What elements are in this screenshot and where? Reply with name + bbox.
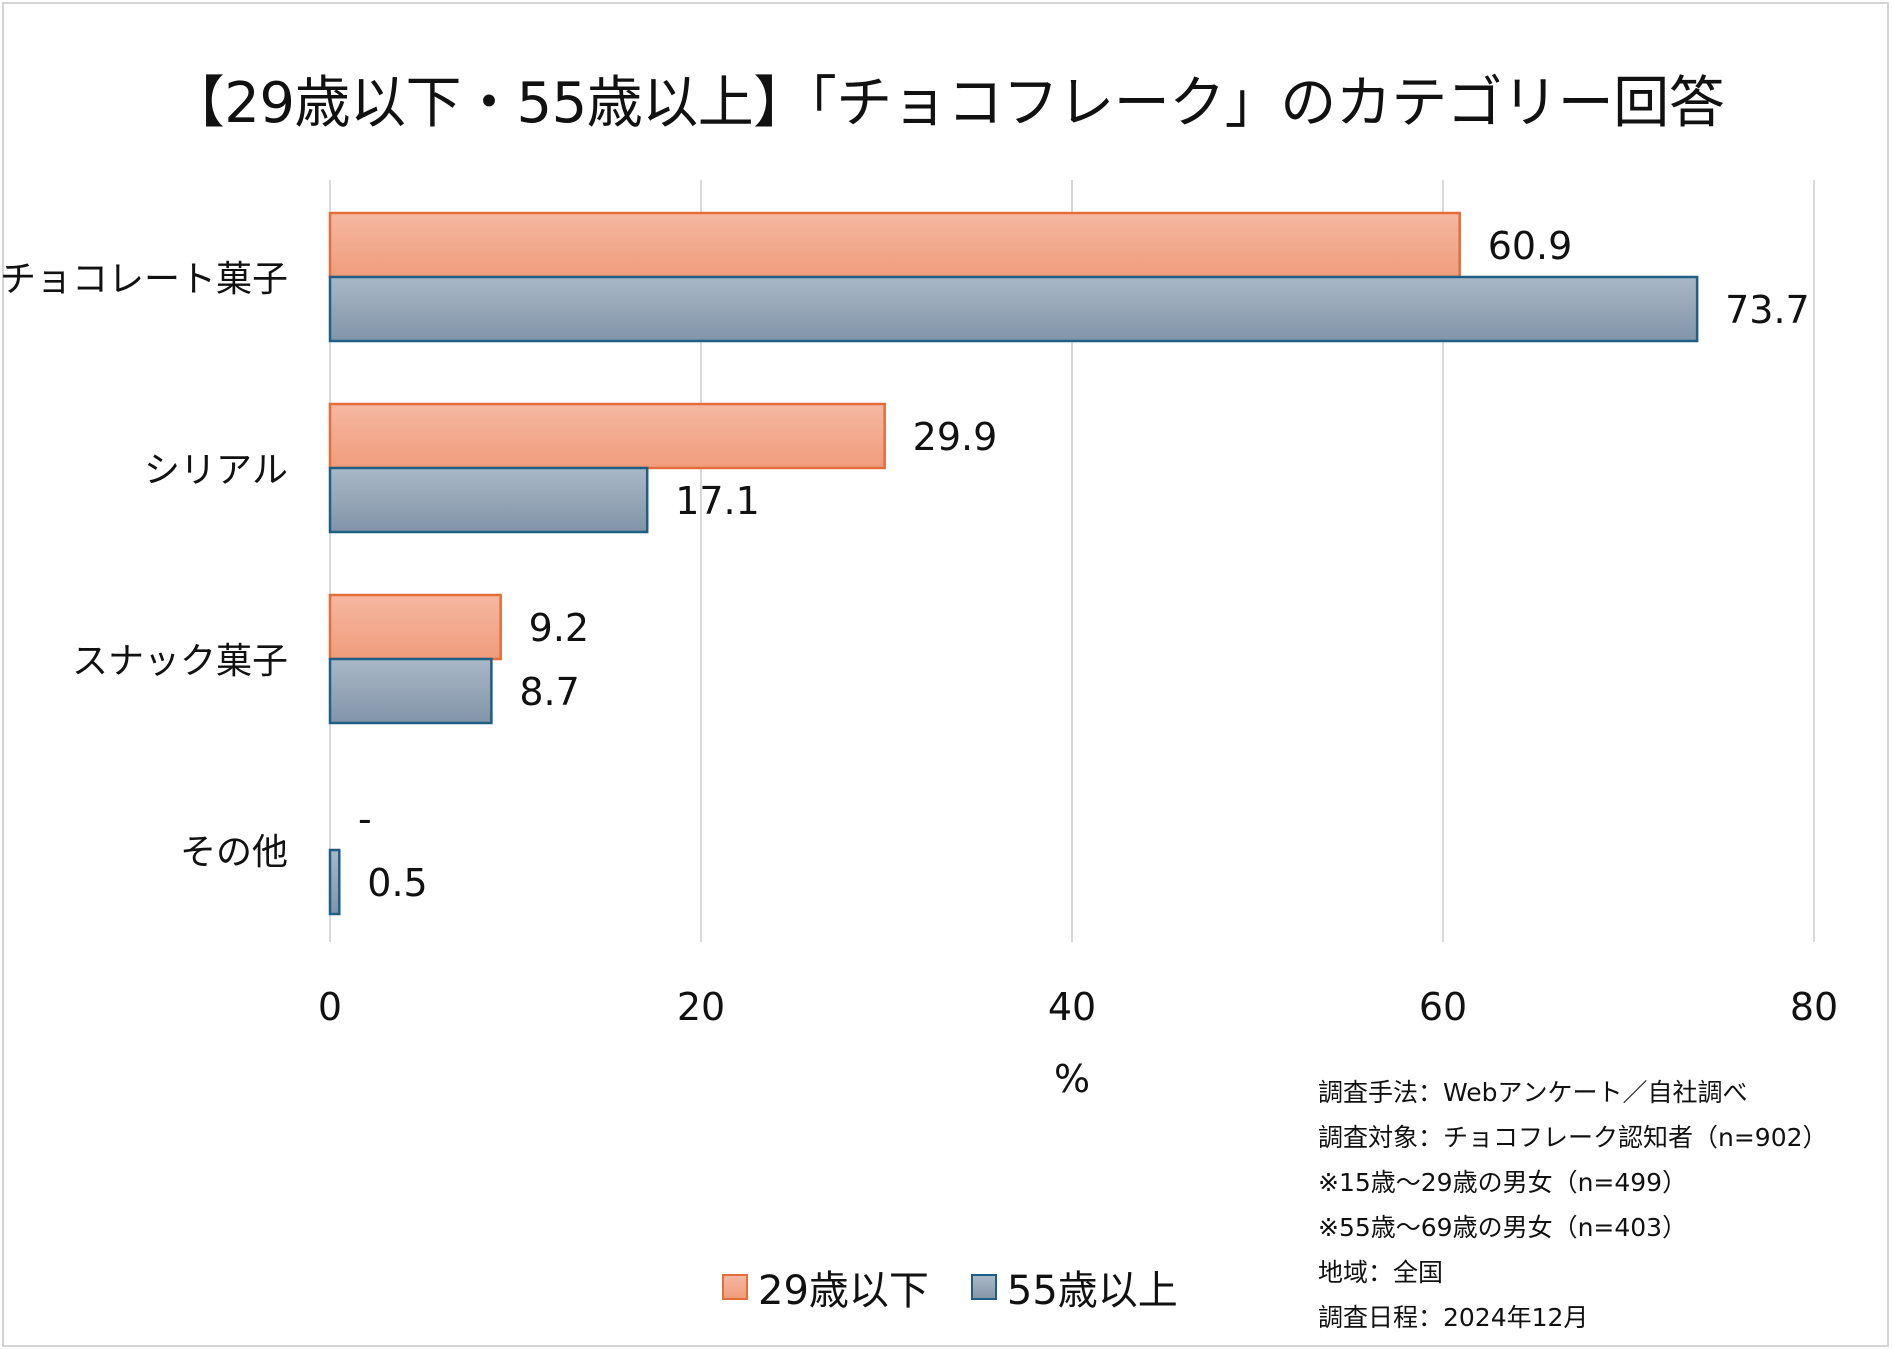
x-tick-label: 40 [1048,985,1096,1029]
bar-under-29 [328,402,886,470]
x-tick-label: 60 [1419,985,1467,1029]
note-date: 調査日程：2024年12月 [1318,1303,1589,1332]
bar-over-55 [328,848,341,916]
category-label: スナック菓子 [72,641,288,682]
category-label: チョコレート菓子 [0,259,288,300]
category-label: シリアル [144,450,288,491]
category-label: その他 [180,832,288,873]
x-tick-label: 0 [318,985,342,1029]
data-label: 9.2 [529,606,589,650]
x-tick-label: 80 [1790,985,1838,1029]
data-label: 73.7 [1725,288,1810,332]
note-method: 調査手法：Webアンケート／自社調べ [1318,1078,1748,1107]
note-sample-old: ※55歳～69歳の男女（n=403） [1318,1213,1688,1242]
bar-over-55 [328,275,1699,343]
data-label: 29.9 [913,415,998,459]
legend-swatch-orange [722,1274,748,1300]
data-label: 60.9 [1488,224,1573,268]
x-axis-title: % [1054,1057,1090,1101]
legend: 29歳以下 55歳以上 [722,1258,1220,1316]
note-region: 地域：全国 [1318,1258,1444,1287]
bar-under-29 [328,593,502,661]
note-sample-young: ※15歳～29歳の男女（n=499） [1318,1168,1688,1197]
legend-swatch-blue [970,1274,997,1300]
labels: 0 20 40 60 80% チョコレート菓子 60.9 73.7 シリアル 29.9 17.1 スナ… [0,224,1838,1101]
bar-over-55 [328,466,649,534]
chart-title: 【29歳以下・55歳以上】「チョコフレーク」のカテゴリー回答 [168,71,1725,136]
data-label: - [358,797,372,841]
legend-item-29-under: 29歳以下 [722,1258,929,1316]
bar-over-55 [328,657,493,725]
survey-notes: 調査手法：Webアンケート／自社調べ 調査対象：チョコフレーク認知者（n=902… [1318,1070,1828,1340]
bars [328,211,1699,916]
data-label: 17.1 [675,479,760,523]
bar-under-29 [328,211,1461,279]
note-target: 調査対象：チョコフレーク認知者（n=902） [1318,1123,1828,1152]
data-label: 8.7 [519,670,579,714]
data-label: 0.5 [367,861,427,905]
legend-label-55-over: 55歳以上 [1006,1268,1178,1314]
legend-label-29-under: 29歳以下 [758,1268,929,1314]
legend-item-55-over: 55歳以上 [970,1258,1178,1316]
x-tick-label: 20 [677,985,725,1029]
